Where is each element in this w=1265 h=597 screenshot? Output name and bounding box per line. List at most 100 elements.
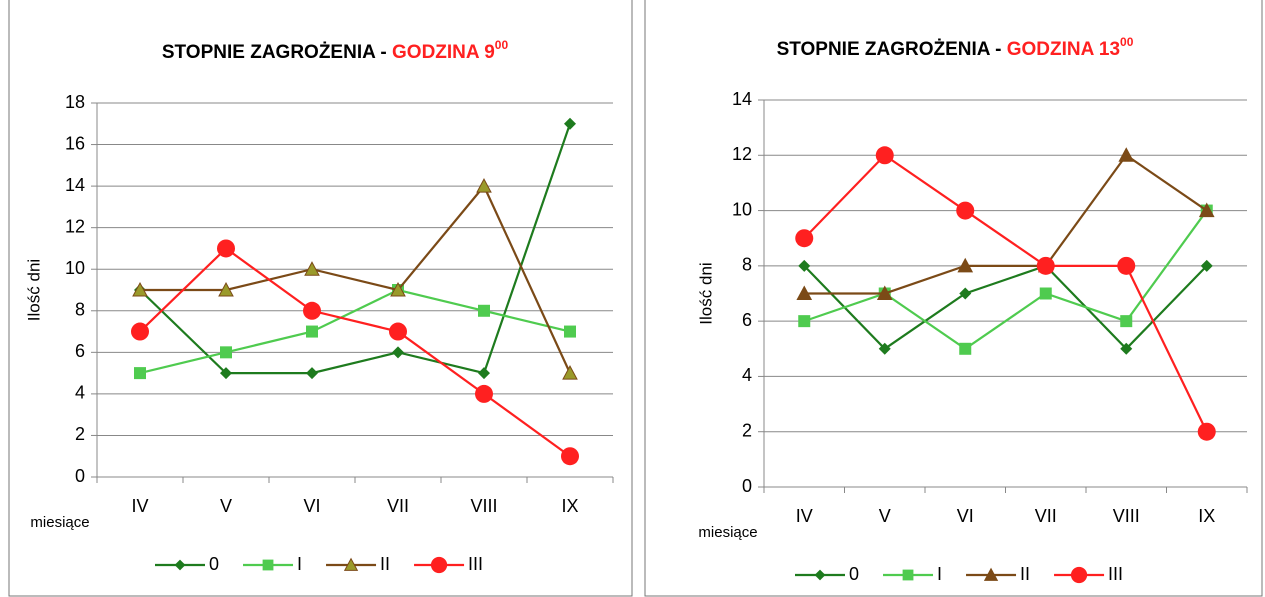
marker — [959, 342, 972, 355]
title-sup: 00 — [1120, 35, 1134, 49]
marker — [878, 342, 891, 355]
marker — [478, 304, 490, 317]
y-tick-label: 14 — [65, 175, 85, 195]
series-line — [804, 153, 1208, 295]
marker — [132, 281, 148, 297]
marker — [875, 146, 894, 165]
x-tick-label: IX — [1198, 506, 1215, 526]
marker — [795, 229, 814, 248]
marker — [1120, 315, 1133, 328]
marker — [303, 301, 321, 320]
marker — [1200, 259, 1213, 272]
x-tick-label: VIII — [470, 496, 497, 516]
series-line — [803, 209, 1208, 351]
marker — [1198, 202, 1215, 218]
title-sup: 00 — [495, 38, 509, 52]
y-tick-label: 6 — [742, 310, 752, 330]
marker — [390, 281, 406, 297]
legend-label: II — [1020, 564, 1030, 584]
title-highlight: GODZINA 9 — [392, 42, 495, 63]
y-tick-label: 10 — [65, 258, 85, 278]
y-tick-label: 2 — [742, 420, 752, 440]
marker — [220, 367, 232, 380]
y-tick-label: 12 — [732, 144, 752, 164]
series-line — [139, 288, 571, 375]
title-text: STOPNIE ZAGROŻENIA - — [162, 42, 387, 63]
legend-label: III — [468, 554, 483, 574]
x-tick-label: V — [220, 496, 232, 516]
legend-label: 0 — [849, 564, 859, 584]
marker — [220, 346, 232, 359]
y-tick-label: 0 — [742, 476, 752, 496]
x-tick-label: IX — [561, 496, 578, 516]
x-axis-label: miesiące — [30, 514, 89, 531]
legend-label: III — [1108, 564, 1123, 584]
marker — [956, 201, 975, 220]
x-tick-label: VII — [387, 496, 409, 516]
legend-label: 0 — [209, 554, 219, 574]
marker — [562, 365, 578, 380]
marker — [1120, 342, 1133, 355]
marker — [957, 257, 974, 273]
title-highlight: GODZINA 13 — [1007, 39, 1120, 60]
marker — [475, 384, 493, 403]
marker — [478, 367, 490, 380]
x-axis-label: miesiące — [698, 524, 757, 541]
x-tick-label: V — [879, 506, 891, 526]
marker — [131, 322, 149, 341]
y-tick-label: 18 — [65, 92, 85, 112]
y-tick-label: 4 — [742, 365, 752, 385]
marker — [430, 556, 448, 574]
x-tick-label: IV — [131, 496, 148, 516]
y-tick-label: 8 — [742, 255, 752, 275]
marker — [561, 447, 579, 466]
marker — [218, 281, 234, 297]
y-tick-label: 12 — [65, 216, 85, 236]
y-tick-label: 6 — [75, 341, 85, 361]
y-tick-label: 4 — [75, 383, 85, 403]
y-tick-label: 10 — [732, 199, 752, 219]
legend-label: II — [380, 554, 390, 574]
y-axis-label: Ilość dni — [696, 262, 715, 324]
marker — [134, 367, 146, 380]
marker — [796, 285, 813, 300]
marker — [798, 259, 811, 272]
series-line — [139, 247, 571, 458]
marker — [1118, 147, 1135, 162]
chart-title: STOPNIE ZAGROŻENIA - GODZINA 900 — [162, 38, 509, 63]
marker — [1039, 287, 1052, 300]
y-tick-label: 0 — [75, 466, 85, 486]
legend-label: I — [297, 554, 302, 574]
x-tick-label: VI — [957, 506, 974, 526]
series-line — [140, 184, 571, 374]
marker — [983, 567, 999, 581]
marker — [564, 325, 576, 338]
x-tick-label: VII — [1035, 506, 1057, 526]
legend-label: I — [937, 564, 942, 584]
marker — [1197, 422, 1216, 441]
marker — [814, 569, 826, 581]
marker — [564, 117, 576, 130]
panel-border — [644, 0, 1263, 597]
panel-border — [8, 0, 633, 597]
y-tick-label: 14 — [732, 89, 752, 109]
x-tick-label: IV — [796, 506, 813, 526]
chart-title: STOPNIE ZAGROŻENIA - GODZINA 1300 — [777, 35, 1134, 60]
marker — [1070, 566, 1088, 584]
marker — [304, 261, 320, 276]
y-tick-label: 16 — [65, 133, 85, 153]
series-line — [139, 123, 572, 375]
series-line — [803, 264, 1208, 351]
marker — [1117, 256, 1136, 275]
y-tick-label: 2 — [75, 424, 85, 444]
x-tick-label: VIII — [1113, 506, 1140, 526]
marker — [389, 322, 407, 341]
marker — [217, 239, 235, 258]
y-tick-label: 8 — [75, 300, 85, 320]
marker — [306, 367, 318, 380]
marker — [343, 557, 359, 571]
marker — [1036, 256, 1055, 275]
y-axis-label: Ilość dni — [24, 259, 43, 321]
marker — [476, 178, 492, 193]
